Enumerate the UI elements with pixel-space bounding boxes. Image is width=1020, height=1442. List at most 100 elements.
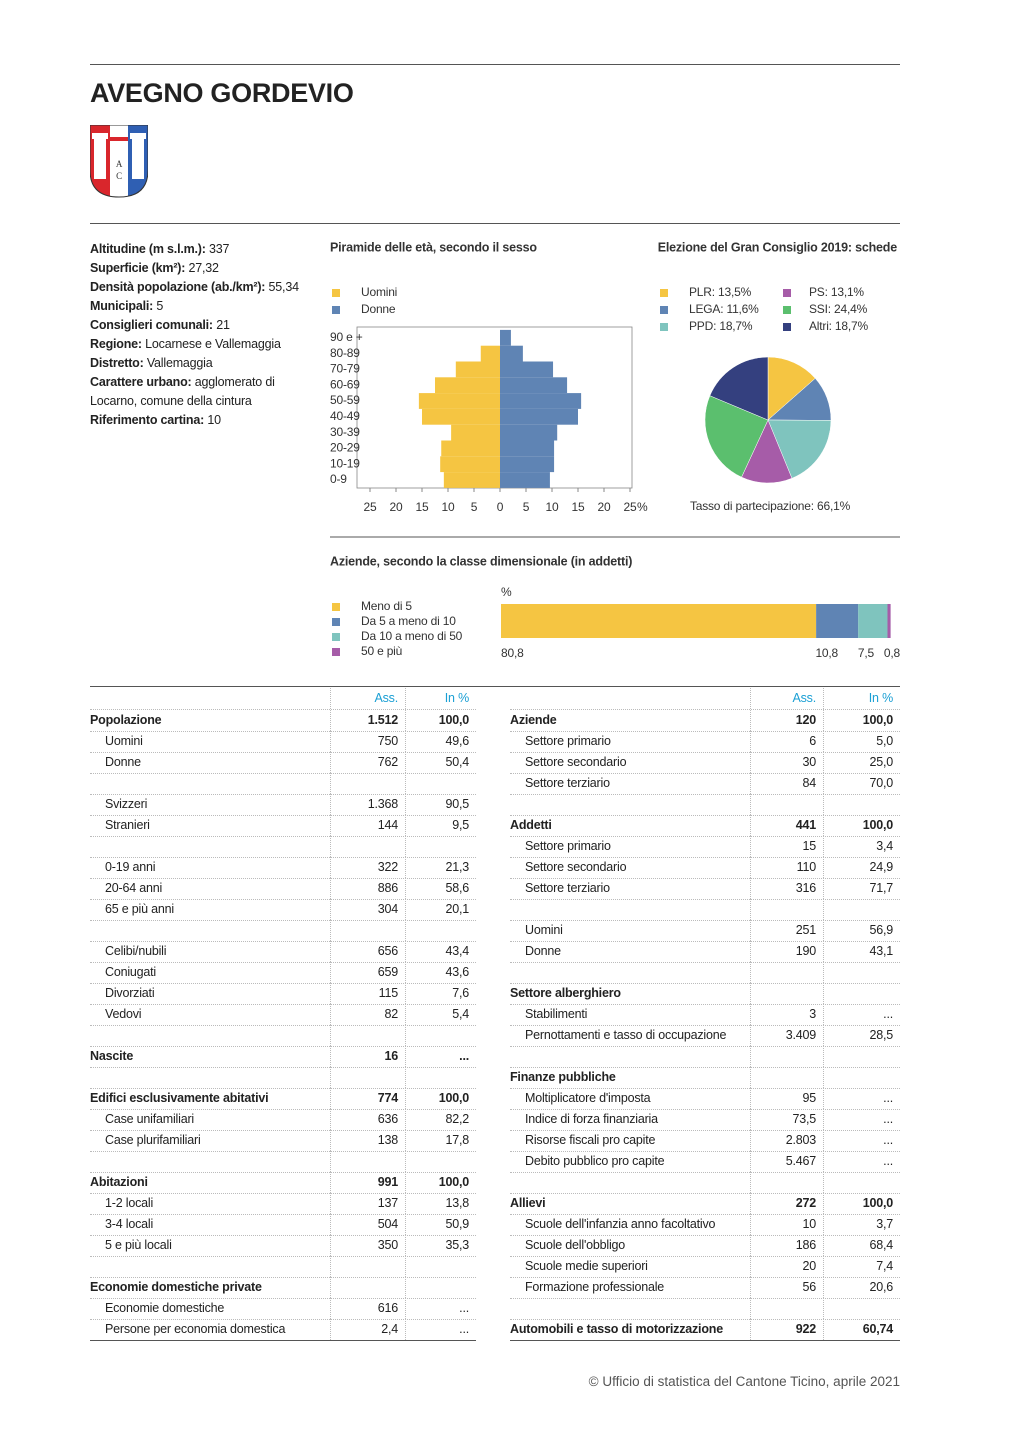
- cell-pct: 21,3: [445, 860, 469, 874]
- table-spacer: [90, 1067, 476, 1089]
- col-sep: [330, 815, 331, 836]
- info-label: Altitudine (m s.l.m.):: [90, 242, 206, 256]
- col-sep: [405, 710, 406, 731]
- row-label: Formazione professionale: [525, 1280, 665, 1294]
- col-sep: [750, 1067, 751, 1088]
- col-sep: [330, 1235, 331, 1256]
- cell-pct: 100,0: [438, 1091, 469, 1105]
- row-label: Abitazioni: [90, 1175, 148, 1189]
- cell-pct: ...: [883, 1007, 893, 1021]
- table-spacer: [90, 1256, 476, 1278]
- cell-ass: 144: [377, 818, 398, 832]
- table-spacer: [510, 1172, 900, 1194]
- table-row: Settore terziario 84 70,0: [510, 773, 900, 795]
- cell-ass: 30: [802, 755, 816, 769]
- bar: [500, 456, 555, 473]
- table-row: Pernottamenti e tasso di occupazione 3.40…: [510, 1025, 900, 1047]
- table-row: Aziende 120 100,0: [510, 710, 900, 732]
- value-label: 80,8: [501, 646, 524, 660]
- x-tick-label: 10: [442, 500, 455, 514]
- table-row: 3-4 locali 504 50,9: [90, 1214, 476, 1236]
- cell-ass: 3: [809, 1007, 816, 1021]
- x-tick-label: 25: [364, 500, 377, 514]
- legend-swatch: [332, 289, 340, 297]
- bar: [500, 440, 555, 457]
- col-sep: [823, 794, 824, 815]
- row-label: Finanze pubbliche: [510, 1070, 616, 1084]
- x-tick-label: 20: [390, 500, 403, 514]
- cell-pct: 20,1: [445, 902, 469, 916]
- table-row: Vedovi 82 5,4: [90, 1004, 476, 1026]
- table-row: Scuole medie superiori 20 7,4: [510, 1256, 900, 1278]
- col-sep: [750, 899, 751, 920]
- legend-swatch: [332, 306, 340, 314]
- cell-ass: 82: [384, 1007, 398, 1021]
- axis-unit: %: [501, 585, 512, 599]
- cell-pct: 68,4: [869, 1238, 893, 1252]
- col-sep: [750, 1130, 751, 1151]
- col-sep: [405, 920, 406, 941]
- col-sep: [823, 983, 824, 1004]
- col-sep: [405, 941, 406, 962]
- info-row: Consiglieri comunali: 21: [90, 316, 305, 335]
- cell-pct: 100,0: [862, 818, 893, 832]
- legend-label: SSI: 24,4%: [809, 302, 868, 316]
- row-label: Vedovi: [105, 1007, 142, 1021]
- bar: [500, 345, 523, 362]
- info-value: 10: [207, 413, 221, 427]
- info-row: Riferimento cartina: 10: [90, 411, 305, 430]
- row-label: Divorziati: [105, 986, 155, 1000]
- legend-label: PS: 13,1%: [809, 285, 864, 299]
- table-row: Celibi/nubili 656 43,4: [90, 941, 476, 963]
- cell-ass: 991: [377, 1175, 398, 1189]
- col-sep: [330, 1004, 331, 1025]
- table-row: Stabilimenti 3...: [510, 1004, 900, 1026]
- emblem: A C: [90, 125, 148, 198]
- y-tick-label: 80-89: [330, 346, 360, 360]
- info-row: Altitudine (m s.l.m.): 337: [90, 240, 305, 259]
- y-tick-label: 70-79: [330, 362, 360, 376]
- col-sep: [823, 899, 824, 920]
- row-label: Settore secondario: [525, 755, 627, 769]
- cell-pct: ...: [883, 1091, 893, 1105]
- plot-frame: [356, 326, 633, 489]
- table-row: Stranieri 144 9,5: [90, 815, 476, 837]
- row-label: Moltiplicatore d'imposta: [525, 1091, 651, 1105]
- table-row: Addetti 441 100,0: [510, 815, 900, 837]
- col-sep: [330, 1109, 331, 1130]
- legend-swatch: [660, 306, 668, 314]
- x-tick-label: 25: [624, 500, 637, 514]
- table-spacer: [510, 962, 900, 984]
- cell-ass: 616: [377, 1301, 398, 1315]
- table-row: Allievi 272 100,0: [510, 1193, 900, 1215]
- col-sep: [405, 794, 406, 815]
- x-tick-label: 5: [471, 500, 478, 514]
- col-sep: [405, 773, 406, 794]
- col-sep: [750, 710, 751, 731]
- col-sep: [823, 1256, 824, 1277]
- chart-title: Aziende, secondo la classe dimensionale …: [330, 554, 632, 568]
- chart-title: Elezione del Gran Consiglio 2019: schede: [658, 240, 898, 254]
- col-sep: [823, 920, 824, 941]
- row-label: 3-4 locali: [105, 1217, 154, 1231]
- col-sep: [823, 1277, 824, 1298]
- cell-pct: 71,7: [869, 881, 893, 895]
- table-header: Ass. In %: [510, 688, 900, 710]
- col-sep: [750, 1193, 751, 1214]
- info-value: 21: [216, 318, 230, 332]
- cell-pct: 7,4: [876, 1259, 893, 1273]
- row-label: Economie domestiche: [105, 1301, 225, 1315]
- col-sep: [823, 1151, 824, 1172]
- bar: [500, 424, 558, 441]
- col-sep: [330, 962, 331, 983]
- col-sep: [330, 899, 331, 920]
- cell-pct: 5,4: [452, 1007, 469, 1021]
- row-label: Settore alberghiero: [510, 986, 621, 1000]
- col-sep: [823, 1193, 824, 1214]
- col-sep: [330, 1214, 331, 1235]
- cell-pct: 28,5: [869, 1028, 893, 1042]
- y-tick-label: 0-9: [330, 472, 347, 486]
- table-spacer: [510, 1298, 900, 1320]
- col-sep: [750, 857, 751, 878]
- table-row: 0-19 anni 322 21,3: [90, 857, 476, 879]
